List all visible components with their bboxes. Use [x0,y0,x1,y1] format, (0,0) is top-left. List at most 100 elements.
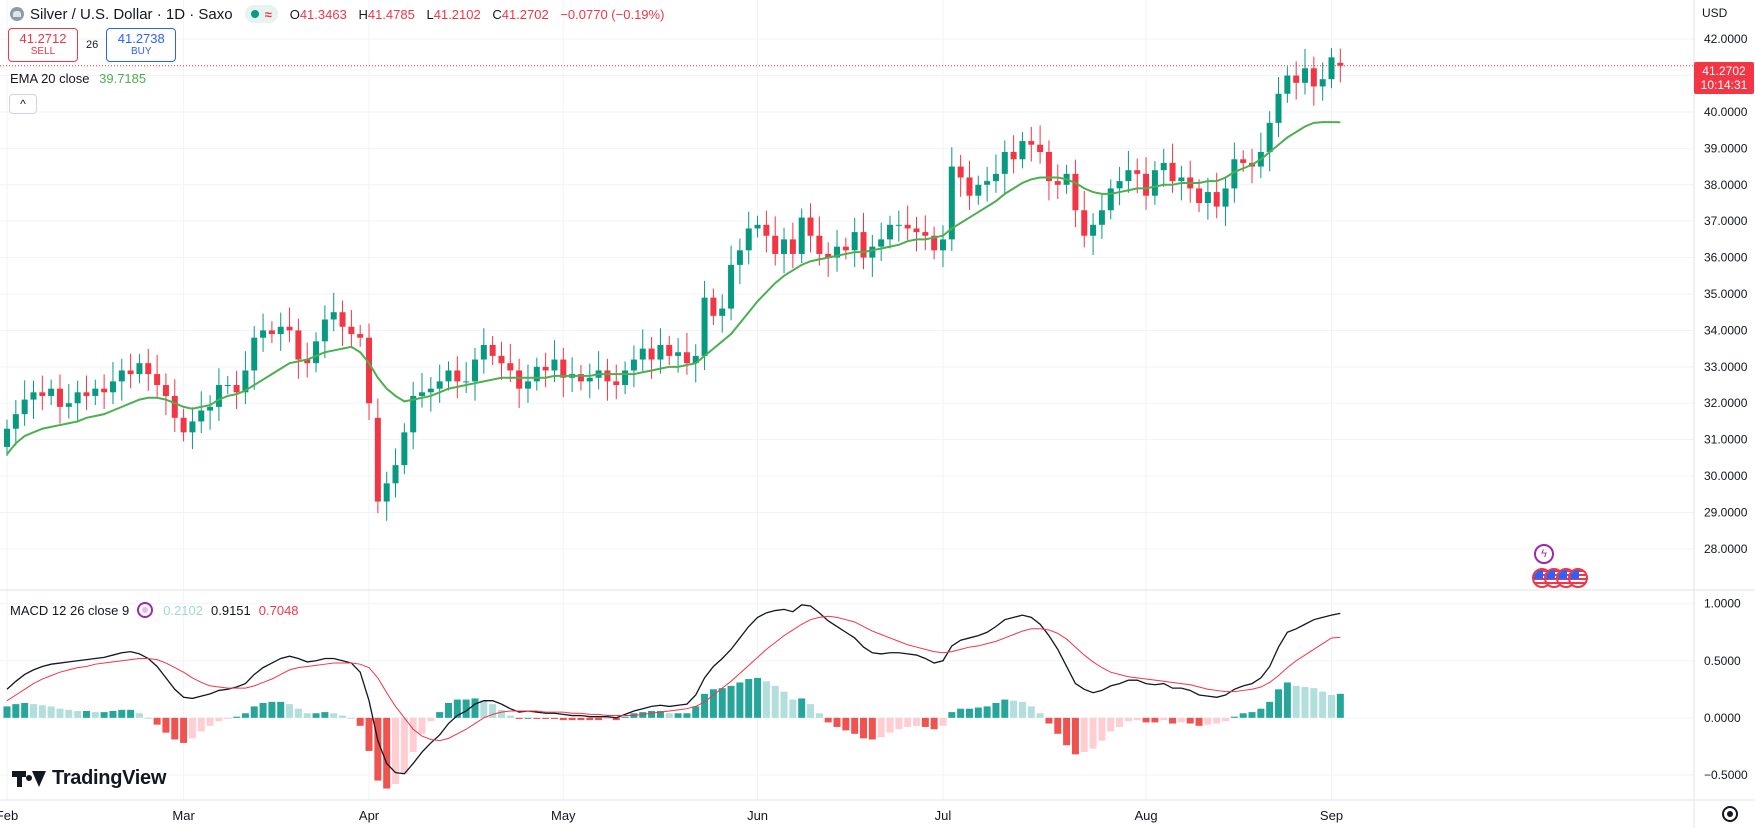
currency-selector[interactable]: USD [1702,6,1728,20]
collapse-legend-button[interactable]: ^ [9,94,37,114]
macd-histogram-bar [762,681,770,718]
macd-histogram-bar [409,717,417,753]
ohlc-close-label: C [492,6,502,22]
candle-body [92,388,99,396]
spread-value: 26 [86,39,99,51]
macd-histogram-bar [294,708,302,718]
macd-histogram-bar [418,717,426,734]
lightning-icon[interactable]: ϟ [1534,544,1554,564]
tradingview-logo[interactable]: TradingView [12,767,166,790]
candle-body [118,370,125,382]
ohlc-close: 41.2702 [501,6,549,22]
macd-histogram-bar [427,717,435,722]
candle-body [330,312,337,320]
macd-tick-label: 0.5000 [1704,654,1741,668]
macd-histogram-bar [356,717,364,726]
candle-body [454,370,461,382]
candle-body [436,381,443,389]
macd-histogram-bar [515,717,523,719]
macd-histogram-bar [321,712,329,718]
candle-body [878,239,885,247]
candle-body [304,359,311,364]
ema-legend[interactable]: EMA 20 close 39.7185 [10,71,146,86]
macd-tick-label: 1.0000 [1704,597,1741,611]
candle-body [56,388,63,407]
candle-body [860,232,867,258]
wave-icon: ≈ [264,6,272,22]
candle-body [763,224,770,236]
macd-histogram-bar [1195,717,1203,726]
candle-body [268,330,275,335]
candle-body [524,381,531,389]
macd-histogram-bar [833,717,841,727]
macd-histogram-bar [550,717,558,719]
date-tick-label: Sep [1320,808,1343,823]
signal-line [6,615,1341,742]
macd-histogram-bar [1151,717,1159,723]
macd-histogram-bar [144,717,152,719]
symbol-title[interactable]: Silver / U.S. Dollar · 1D · Saxo [30,5,233,23]
candle-body [657,344,664,360]
symbol-legend: Silver / U.S. Dollar · 1D · Saxo ≈ O41.3… [10,4,672,24]
candle-body [109,381,116,393]
candle-body [781,239,788,254]
macd-histogram-bar [312,713,320,718]
candle-body [383,483,390,502]
buy-price: 41.2738 [117,31,165,46]
candle-body [869,246,876,258]
candle-body [984,181,991,185]
market-status-pill[interactable]: ≈ [244,5,278,23]
macd-histogram-bar [577,717,585,721]
gear-icon[interactable] [1722,806,1738,822]
candle-body [842,246,849,251]
macd-histogram-bar [1107,717,1115,732]
macd-histogram-bar [727,685,735,718]
macd-histogram-bar [1283,682,1291,718]
candle-body [939,239,946,251]
date-tick-label: May [551,808,576,823]
macd-histogram-bar [436,712,444,718]
candle-body [630,359,637,371]
ohlc-high: 41.4785 [367,6,415,22]
candle-body [1116,181,1123,189]
candle-body [498,355,505,364]
macd-histogram-bar [497,709,505,718]
candle-body [1037,144,1044,152]
price-tick-label: 29.0000 [1704,505,1748,519]
candle-body [1125,170,1132,182]
macd-legend[interactable]: MACD 12 26 close 9 0.2102 0.9151 0.7048 [10,602,299,618]
macd-histogram-bar [939,717,947,726]
macd-histogram-bar [1239,713,1247,718]
candle-body [260,330,267,338]
macd-histogram-bar [1301,687,1309,718]
candle-body [65,403,72,407]
macd-histogram-bar [674,713,682,718]
candle-body [374,417,381,502]
macd-histogram-bar [38,705,46,718]
buy-button[interactable]: 41.2738 BUY [106,28,177,62]
macd-histogram-bar [1328,695,1335,718]
candle-body [992,173,999,182]
macd-histogram-bar [709,689,717,718]
price-tick-label: 35.0000 [1704,287,1748,301]
macd-histogram-bar [904,717,912,727]
price-tick-label: 37.0000 [1704,214,1748,228]
macd-histogram-bar [471,698,479,718]
sell-button[interactable]: 41.2712 SELL [8,28,78,62]
price-tick-label: 28.0000 [1704,542,1748,556]
market-open-dot-icon [250,10,259,18]
macd-histogram-bar [842,717,850,731]
candle-body [136,363,143,375]
macd-histogram-bar [1319,691,1327,718]
candle-body [692,355,699,364]
macd-histogram-bar [1336,693,1344,718]
economic-events[interactable] [1532,568,1588,588]
candle-body [74,392,81,404]
macd-tick-label: 0.0000 [1704,711,1741,725]
macd-histogram-bar [815,713,823,718]
candle-body [1240,159,1247,163]
indicator-refresh-icon[interactable] [137,602,154,618]
candle-body [419,392,426,396]
ema-20-line [6,121,1341,455]
